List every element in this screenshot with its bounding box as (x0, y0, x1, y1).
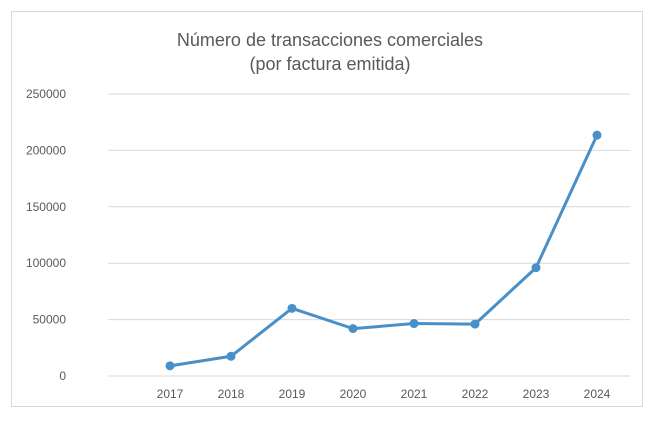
x-tick-label: 2021 (401, 387, 428, 401)
x-tick-label: 2023 (523, 387, 550, 401)
chart-title-line-2: (por factura emitida) (249, 54, 410, 74)
chart-title-line-1: Número de transacciones comerciales (177, 30, 483, 50)
x-tick-label: 2022 (462, 387, 489, 401)
y-tick-label: 0 (59, 369, 66, 383)
x-tick-label: 2020 (340, 387, 367, 401)
data-point-2023 (531, 263, 541, 273)
y-tick-label: 250000 (26, 87, 66, 101)
series-layer (165, 130, 602, 371)
gridlines (108, 93, 630, 377)
y-tick-label: 200000 (26, 143, 66, 157)
x-tick-label: 2017 (157, 387, 184, 401)
series-line-0 (168, 133, 599, 368)
chart-frame (11, 11, 643, 407)
y-axis-tick-labels: 0 50000 100000 150000 200000 250000 (26, 87, 66, 383)
y-tick-label: 150000 (26, 200, 66, 214)
data-point-2024 (592, 130, 602, 140)
y-tick-label: 100000 (26, 256, 66, 270)
x-tick-label: 2024 (584, 387, 611, 401)
data-point-2022 (470, 319, 480, 329)
y-tick-label: 50000 (33, 313, 67, 327)
data-point-2018 (226, 351, 236, 361)
x-tick-label: 2018 (218, 387, 245, 401)
data-point-2019 (287, 303, 297, 313)
x-tick-label: 2019 (279, 387, 306, 401)
data-point-2020 (348, 324, 358, 334)
data-point-2017 (165, 361, 175, 371)
data-point-2021 (409, 319, 419, 329)
x-axis-tick-labels: 2017 2018 2019 2020 2021 2022 2023 2024 (157, 387, 611, 401)
